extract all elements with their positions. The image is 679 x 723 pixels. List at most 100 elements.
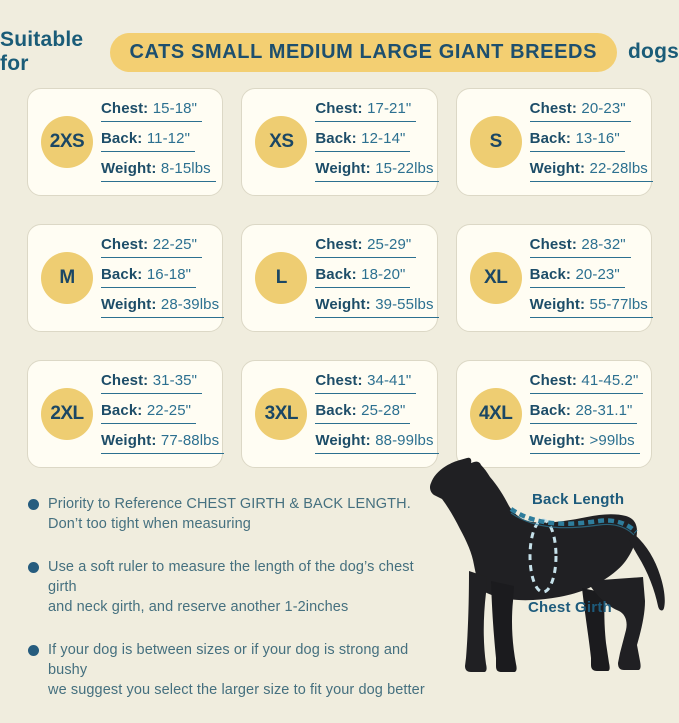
chest-spec: Chest: 31-35" bbox=[101, 372, 203, 394]
size-card-4xl: 4XL Chest: 41-45.2" Back: 28-31.1" Weigh… bbox=[455, 360, 652, 468]
size-badge-l: L bbox=[255, 252, 308, 304]
chest-value: 25-29" bbox=[367, 236, 412, 253]
weight-value: 28-39lbs bbox=[160, 296, 220, 313]
chest-label: Chest: bbox=[529, 236, 577, 253]
weight-spec: Weight: 8-15lbs bbox=[101, 160, 216, 182]
back-label: Back: bbox=[101, 130, 143, 147]
weight-value: 88-99lbs bbox=[375, 432, 434, 449]
weight-spec: Weight: 55-77lbs bbox=[529, 296, 653, 318]
bullet-dot-icon bbox=[28, 499, 39, 510]
chest-value: 15-18" bbox=[152, 100, 198, 117]
chest-spec: Chest: 15-18" bbox=[101, 100, 203, 122]
note-line: If your dog is between sizes or if your … bbox=[48, 642, 409, 678]
back-value: 16-18" bbox=[146, 266, 192, 283]
back-value: 12-14" bbox=[361, 130, 406, 147]
size-badge-s: S bbox=[469, 116, 522, 168]
specs: Chest: 28-32" Back: 20-23" Weight: 55-77… bbox=[529, 236, 653, 318]
note-line: Don’t too tight when measuring bbox=[48, 516, 251, 532]
back-spec: Back: 12-14" bbox=[315, 130, 411, 152]
note-line: and neck girth, and reserve another 1-2i… bbox=[48, 599, 349, 615]
back-spec: Back: 22-25" bbox=[101, 402, 197, 424]
back-spec: Back: 25-28" bbox=[315, 402, 411, 424]
size-badge-4xl: 4XL bbox=[469, 388, 522, 440]
note-soft-ruler: Use a soft ruler to measure the length o… bbox=[28, 557, 440, 617]
bullet-dot-icon bbox=[28, 645, 39, 656]
weight-label: Weight: bbox=[101, 296, 157, 313]
specs: Chest: 15-18" Back: 11-12" Weight: 8-15l… bbox=[101, 100, 216, 182]
measuring-notes: Priority to Reference CHEST GIRTH & BACK… bbox=[28, 494, 440, 723]
back-label: Back: bbox=[315, 130, 357, 147]
chest-value: 41-45.2" bbox=[581, 372, 639, 389]
specs: Chest: 41-45.2" Back: 28-31.1" Weight: >… bbox=[529, 372, 644, 454]
size-card-2xs: 2XS Chest: 15-18" Back: 11-12" Weight: 8… bbox=[27, 88, 224, 196]
chest-spec: Chest: 22-25" bbox=[101, 236, 203, 258]
weight-value: 15-22lbs bbox=[375, 160, 434, 177]
back-spec: Back: 13-16" bbox=[529, 130, 625, 152]
note-text: If your dog is between sizes or if your … bbox=[48, 640, 440, 700]
size-card-s: S Chest: 20-23" Back: 13-16" Weight: 22-… bbox=[455, 88, 653, 196]
weight-value: 39-55lbs bbox=[375, 296, 434, 313]
size-card-3xl: 3XL Chest: 34-41" Back: 25-28" Weight: 8… bbox=[241, 360, 439, 468]
back-label: Back: bbox=[529, 402, 572, 419]
size-chart-infographic: Suitable for CATS SMALL MEDIUM LARGE GIA… bbox=[0, 28, 679, 698]
back-value: 11-12" bbox=[146, 130, 190, 147]
title-prefix: Suitable for bbox=[0, 28, 84, 75]
size-grid: 2XS Chest: 15-18" Back: 11-12" Weight: 8… bbox=[27, 88, 653, 468]
note-text: Priority to Reference CHEST GIRTH & BACK… bbox=[48, 494, 411, 534]
weight-label: Weight: bbox=[101, 160, 157, 177]
weight-label: Weight: bbox=[315, 432, 371, 449]
specs: Chest: 34-41" Back: 25-28" Weight: 88-99… bbox=[315, 372, 439, 454]
chest-label: Chest: bbox=[315, 372, 363, 389]
weight-spec: Weight: 88-99lbs bbox=[315, 432, 439, 454]
size-card-2xl: 2XL Chest: 31-35" Back: 22-25" Weight: 7… bbox=[27, 360, 225, 468]
weight-spec: Weight: 39-55lbs bbox=[315, 296, 439, 318]
chest-spec: Chest: 25-29" bbox=[315, 236, 417, 258]
specs: Chest: 22-25" Back: 16-18" Weight: 28-39… bbox=[101, 236, 225, 318]
note-line: we suggest you select the larger size to… bbox=[48, 682, 425, 698]
weight-label: Weight: bbox=[529, 296, 586, 313]
dog-measurement-diagram: Back Length Chest Girth bbox=[429, 453, 679, 679]
chest-spec: Chest: 41-45.2" bbox=[529, 372, 644, 394]
note-line: Use a soft ruler to measure the length o… bbox=[48, 559, 414, 595]
chest-label: Chest: bbox=[101, 372, 149, 389]
chest-value: 28-32" bbox=[581, 236, 626, 253]
size-card-xl: XL Chest: 28-32" Back: 20-23" Weight: 55… bbox=[455, 224, 653, 332]
note-priority: Priority to Reference CHEST GIRTH & BACK… bbox=[28, 494, 440, 534]
chest-value: 22-25" bbox=[152, 236, 198, 253]
back-length-line-edge bbox=[510, 512, 635, 536]
bullet-dot-icon bbox=[28, 562, 39, 573]
chest-spec: Chest: 34-41" bbox=[315, 372, 417, 394]
back-label: Back: bbox=[315, 402, 357, 419]
size-badge-xl: XL bbox=[469, 252, 522, 304]
chest-spec: Chest: 20-23" bbox=[529, 100, 631, 122]
weight-spec: Weight: 28-39lbs bbox=[101, 296, 225, 318]
page-title: Suitable for CATS SMALL MEDIUM LARGE GIA… bbox=[0, 28, 679, 76]
specs: Chest: 17-21" Back: 12-14" Weight: 15-22… bbox=[315, 100, 439, 182]
size-badge-2xs: 2XS bbox=[41, 116, 93, 168]
back-value: 22-25" bbox=[146, 402, 192, 419]
back-spec: Back: 28-31.1" bbox=[529, 402, 638, 424]
weight-label: Weight: bbox=[529, 432, 586, 449]
chest-value: 20-23" bbox=[581, 100, 626, 117]
title-highlight-pill: CATS SMALL MEDIUM LARGE GIANT BREEDS bbox=[109, 32, 618, 72]
back-spec: Back: 16-18" bbox=[101, 266, 197, 288]
weight-label: Weight: bbox=[101, 432, 157, 449]
weight-value: 77-88lbs bbox=[160, 432, 220, 449]
chest-label: Chest: bbox=[315, 236, 363, 253]
back-value: 18-20" bbox=[361, 266, 406, 283]
chest-spec: Chest: 28-32" bbox=[529, 236, 631, 258]
dog-illustration bbox=[430, 457, 665, 672]
weight-spec: Weight: 15-22lbs bbox=[315, 160, 439, 182]
chest-label: Chest: bbox=[529, 100, 577, 117]
weight-spec: Weight: 22-28lbs bbox=[529, 160, 653, 182]
dog-front-leg-far bbox=[491, 581, 517, 672]
weight-spec: Weight: 77-88lbs bbox=[101, 432, 225, 454]
weight-value: 22-28lbs bbox=[589, 160, 648, 177]
chest-value: 34-41" bbox=[367, 372, 412, 389]
weight-label: Weight: bbox=[315, 160, 371, 177]
dog-front-leg bbox=[465, 571, 487, 672]
weight-spec: Weight: >99lbs bbox=[529, 432, 640, 454]
chest-spec: Chest: 17-21" bbox=[315, 100, 417, 122]
note-line: Priority to Reference CHEST GIRTH & BACK… bbox=[48, 496, 411, 512]
size-badge-2xl: 2XL bbox=[41, 388, 93, 440]
